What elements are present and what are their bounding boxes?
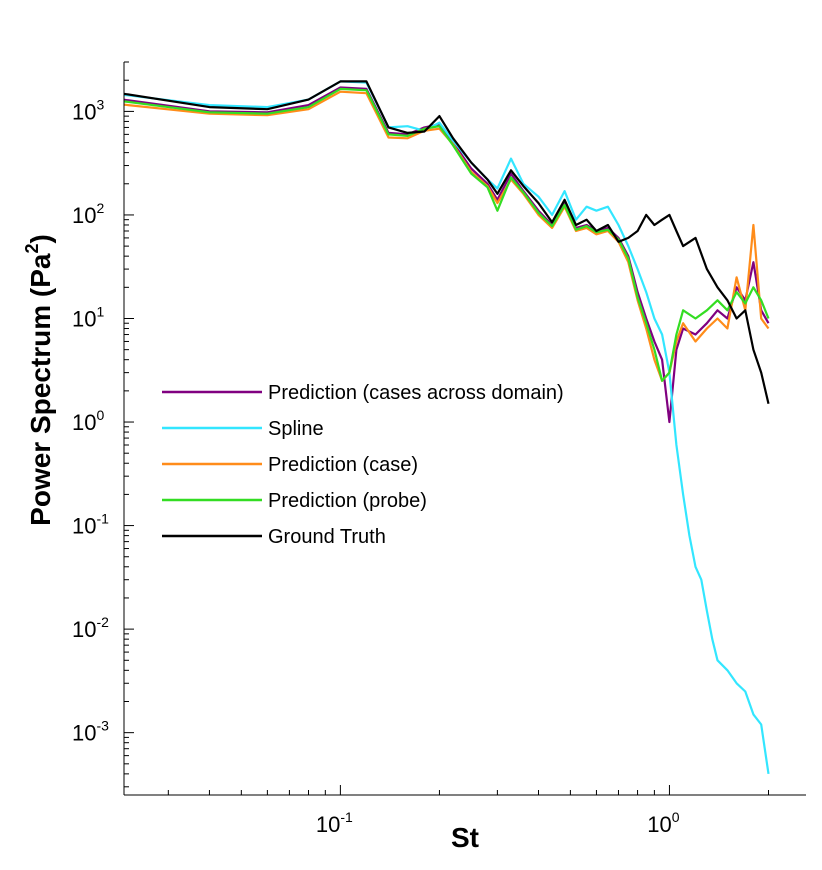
x-tick-base: 10: [647, 812, 671, 837]
y-tick-label-1: 102: [72, 200, 104, 228]
legend: Prediction (cases across domain) Spline Pr…: [162, 382, 564, 548]
y-tick-label-3: 100: [72, 407, 104, 435]
y-tick-base: 10: [72, 99, 96, 124]
x-axis-title: St: [451, 822, 479, 853]
series-lines: [124, 80, 770, 775]
legend-label-3: Prediction (probe): [268, 490, 427, 512]
y-tick-exp: 2: [96, 200, 104, 216]
x-tick-exp: 0: [672, 809, 680, 825]
x-axis-ticks: 10-1 100: [167, 785, 770, 837]
x-tick-label-0: 10-1: [316, 809, 353, 837]
y-axis-title: Power Spectrum (Pa2): [22, 234, 56, 526]
y-tick-base: 10: [72, 617, 96, 642]
y-tick-exp: -3: [96, 718, 109, 734]
y-tick-base: 10: [72, 721, 96, 746]
x-tick-exp: -1: [340, 809, 353, 825]
y-tick-base: 10: [72, 514, 96, 539]
y-tick-exp: 0: [96, 407, 104, 423]
y-axis-title-sup: 2: [22, 244, 42, 254]
series-line-3: [124, 87, 770, 382]
legend-label-2: Prediction (case): [268, 454, 418, 476]
y-axis-title-main: Power Spectrum (Pa: [25, 253, 56, 526]
legend-label-0: Prediction (cases across domain): [268, 382, 564, 404]
series-line-4: [124, 80, 770, 405]
y-axis-title-end: ): [25, 234, 56, 243]
y-tick-exp: -2: [96, 614, 109, 630]
y-tick-label-6: 10-3: [72, 718, 109, 746]
series-line-1: [124, 80, 770, 775]
y-tick-exp: 1: [96, 303, 104, 319]
y-tick-exp: 3: [96, 96, 104, 112]
y-tick-label-4: 10-1: [72, 511, 109, 539]
legend-label-4: Ground Truth: [268, 526, 386, 548]
y-tick-label-5: 10-2: [72, 614, 109, 642]
y-tick-label-2: 101: [72, 303, 104, 331]
y-tick-exp: -1: [96, 511, 109, 527]
legend-label-1: Spline: [268, 418, 324, 440]
y-tick-base: 10: [72, 203, 96, 228]
y-tick-base: 10: [72, 410, 96, 435]
y-tick-label-0: 103: [72, 96, 104, 124]
x-tick-base: 10: [316, 812, 340, 837]
series-line-2: [124, 90, 770, 382]
y-tick-base: 10: [72, 306, 96, 331]
x-tick-label-1: 100: [647, 809, 679, 837]
